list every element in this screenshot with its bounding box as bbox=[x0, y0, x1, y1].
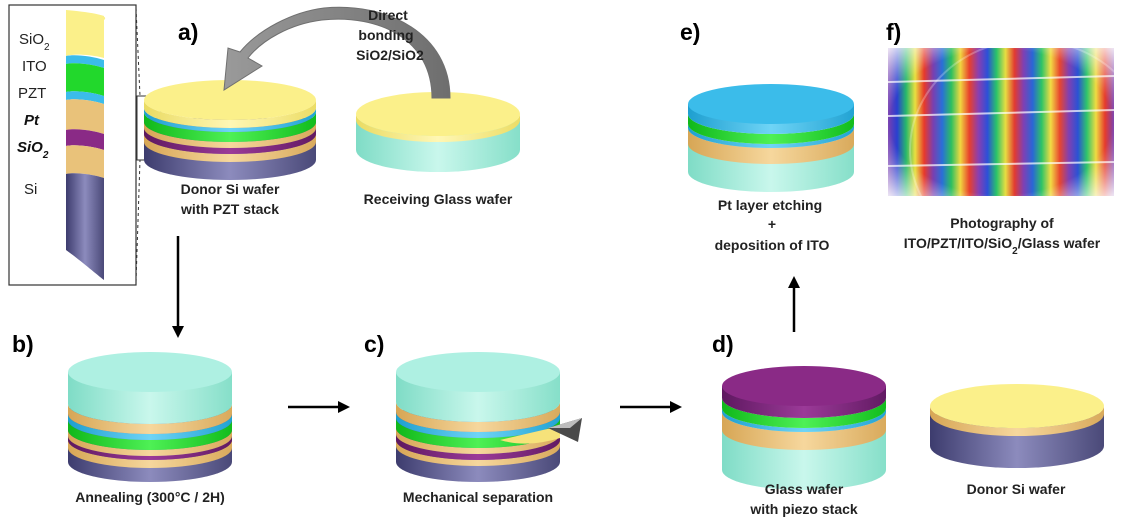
svg-text:SiO2: SiO2 bbox=[19, 31, 50, 53]
arrow-down-head-icon bbox=[172, 326, 184, 338]
inset-label-sio2-bold: SiO bbox=[17, 139, 43, 156]
etch-label-3: deposition of ITO bbox=[715, 237, 830, 253]
inset-connector-bottom bbox=[135, 159, 141, 283]
c-sio2-mid bbox=[396, 428, 560, 454]
donor-a-sio2-top bbox=[144, 122, 316, 148]
bonding-label-2: bonding bbox=[358, 27, 413, 43]
inset-sio2-band-2 bbox=[66, 145, 104, 178]
b-sio2-lower bbox=[68, 440, 232, 468]
photo-vignette bbox=[888, 48, 1114, 196]
receiving-sio2-side bbox=[356, 114, 520, 142]
receiving-label: Receiving Glass wafer bbox=[364, 191, 513, 207]
wafer-glass-piezo-d bbox=[722, 366, 886, 490]
d-pzt-layer bbox=[722, 398, 886, 428]
d-top-face bbox=[722, 366, 886, 406]
bonding-label-1: Direct bbox=[368, 7, 408, 23]
donor-a-purple-layer bbox=[144, 128, 316, 154]
wafer-donor-a bbox=[144, 80, 316, 180]
step-label-a: a) bbox=[178, 19, 198, 45]
donor-a-ito-layer bbox=[144, 108, 316, 132]
e-sio2-layer bbox=[688, 128, 854, 164]
d-ito-layer bbox=[722, 408, 886, 432]
wafer-donor-si-d bbox=[930, 384, 1104, 468]
wafer-ito-e bbox=[688, 84, 854, 192]
receiving-top-face bbox=[356, 92, 520, 136]
e-top-face bbox=[688, 84, 854, 124]
wafer-annealed-b bbox=[68, 352, 232, 482]
c-sio2-lower bbox=[396, 440, 560, 466]
inset-pt-band bbox=[66, 91, 104, 104]
inset-si-band bbox=[66, 173, 104, 280]
donor-a-pzt-layer bbox=[144, 112, 316, 142]
b-top-face bbox=[68, 352, 232, 392]
c-separation-gap bbox=[500, 426, 560, 444]
inset-sio2-band bbox=[66, 99, 104, 134]
svg-text:SiO2: SiO2 bbox=[17, 139, 49, 161]
d-donor-top-face bbox=[930, 384, 1104, 428]
layer-inset: SiO2 ITO PZT Pt SiO2 Si bbox=[8, 4, 137, 286]
inset-label-pzt: PZT bbox=[18, 85, 46, 102]
step-label-c: c) bbox=[364, 331, 384, 357]
c-top-face bbox=[396, 352, 560, 392]
inset-label-sio2: SiO bbox=[19, 31, 44, 48]
d-sio2-layer bbox=[722, 412, 886, 450]
inset-ito-band bbox=[66, 55, 104, 68]
arrow-up-head-icon bbox=[788, 276, 800, 288]
d-donor-sio2-side bbox=[930, 406, 1104, 436]
inset-connector-top bbox=[135, 7, 141, 97]
wafer-photograph bbox=[887, 39, 1124, 261]
etch-label-1: Pt layer etching bbox=[718, 197, 822, 213]
glass-piezo-label-1: Glass wafer bbox=[765, 481, 844, 497]
annealing-label: Annealing (300°C / 2H) bbox=[75, 489, 225, 505]
c-sio2-bond bbox=[396, 402, 560, 432]
donor-a-sio2-layer bbox=[144, 134, 316, 162]
donor-si-label: Donor Si wafer bbox=[967, 481, 1066, 497]
donor-a-yellow-side bbox=[144, 100, 316, 128]
donor-a-top-face bbox=[144, 80, 316, 120]
arrow-right-head-2-icon bbox=[670, 401, 682, 413]
step-label-e: e) bbox=[680, 19, 700, 45]
inset-label-pt: Pt bbox=[24, 112, 40, 129]
step-label-f: f) bbox=[886, 19, 901, 45]
donor-label-1: Donor Si wafer bbox=[181, 181, 280, 197]
inset-purple-band bbox=[66, 129, 104, 150]
e-ito-bottom bbox=[688, 124, 854, 148]
glass-piezo-label-2: with piezo stack bbox=[749, 501, 858, 517]
wafer-receiving-glass bbox=[356, 92, 520, 172]
inset-label-si: Si bbox=[24, 181, 37, 198]
c-ito-layer bbox=[396, 412, 560, 438]
step-label-d: d) bbox=[712, 331, 734, 357]
inset-label-sio2-bold-sub: 2 bbox=[42, 150, 49, 161]
inset-pzt-band bbox=[66, 63, 104, 96]
arrow-right-head-1-icon bbox=[338, 401, 350, 413]
inset-label-sio2-sub: 2 bbox=[44, 42, 50, 53]
c-purple-layer bbox=[396, 434, 560, 460]
bonding-label-3: SiO2/SiO2 bbox=[356, 47, 424, 63]
b-ito-layer bbox=[68, 414, 232, 440]
b-sio2-mid bbox=[68, 430, 232, 456]
photo-label-1: Photography of bbox=[950, 215, 1054, 231]
photo-label-2: ITO/PZT/ITO/SiO2/Glass wafer bbox=[904, 235, 1101, 257]
donor-label-2: with PZT stack bbox=[180, 201, 279, 217]
b-purple-layer bbox=[68, 436, 232, 460]
photo-label-2b: /Glass wafer bbox=[1018, 235, 1101, 251]
inset-label-ito: ITO bbox=[22, 58, 47, 75]
photo-label-2-sub: 2 bbox=[1012, 246, 1018, 257]
bonding-arrow bbox=[223, 6, 451, 99]
inset-top-yellow bbox=[66, 10, 104, 58]
b-sio2-bond bbox=[68, 404, 232, 434]
b-pzt-layer bbox=[68, 420, 232, 450]
curved-arrow-icon bbox=[223, 6, 451, 99]
separation-label: Mechanical separation bbox=[403, 489, 553, 505]
blade-highlight-icon bbox=[548, 418, 582, 428]
etch-label-2: + bbox=[768, 216, 776, 232]
e-pzt-layer bbox=[688, 114, 854, 144]
wafer-separation-c bbox=[396, 352, 582, 482]
step-label-b: b) bbox=[12, 331, 34, 357]
photo-label-2a: ITO/PZT/ITO/SiO bbox=[904, 235, 1012, 251]
